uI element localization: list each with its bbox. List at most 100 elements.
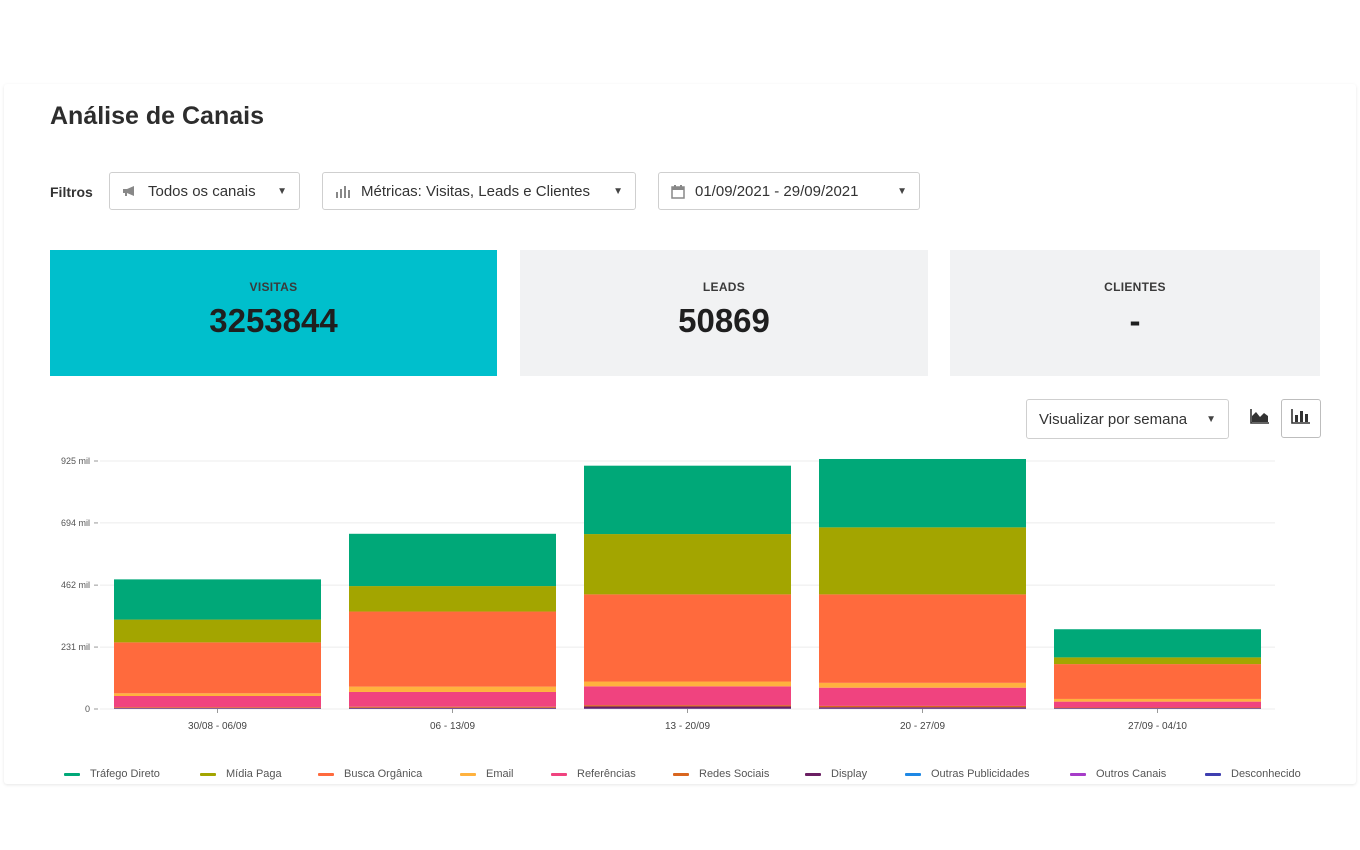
visits-card-label: VISITAS <box>249 280 298 294</box>
bar-segment <box>819 527 1026 595</box>
y-tick-label: 694 mil <box>61 518 90 528</box>
x-tick-label: 27/09 - 04/10 <box>1128 721 1187 732</box>
clients-card[interactable]: CLIENTES - <box>950 250 1320 376</box>
metrics-filter-dropdown[interactable]: Métricas: Visitas, Leads e Clientes ▼ <box>322 172 636 210</box>
bar-segment <box>349 706 556 708</box>
y-tick-label: 462 mil <box>61 580 90 590</box>
bar-segment <box>1054 629 1261 658</box>
legend-item[interactable]: Referências <box>551 764 673 784</box>
clients-card-value: - <box>1129 302 1141 339</box>
legend-swatch <box>551 772 567 776</box>
bar-segment <box>114 708 321 709</box>
bar-segment <box>114 642 321 694</box>
legend-label: Redes Sociais <box>699 768 770 780</box>
chevron-down-icon: ▼ <box>277 185 287 197</box>
legend-label: Email <box>486 768 514 780</box>
megaphone-icon <box>122 185 138 197</box>
bar-segment <box>1054 698 1261 702</box>
legend-swatch <box>805 772 821 776</box>
chevron-down-icon: ▼ <box>897 185 907 197</box>
bar-segment <box>114 619 321 643</box>
area-chart-toggle[interactable] <box>1240 399 1280 438</box>
legend-swatch <box>905 772 921 776</box>
legend-item[interactable]: Tráfego Direto <box>64 764 200 784</box>
legend-item[interactable]: Redes Sociais <box>673 764 805 784</box>
x-tick-label: 06 - 13/09 <box>430 721 475 732</box>
legend-swatch <box>1070 772 1086 776</box>
area-chart-icon <box>1250 408 1270 429</box>
bar-segment <box>349 707 556 709</box>
y-tick-label: 231 mil <box>61 642 90 652</box>
clients-card-label: CLIENTES <box>1104 280 1166 294</box>
x-tick-label: 30/08 - 06/09 <box>188 721 247 732</box>
bar-segment <box>819 594 1026 683</box>
y-tick-label: 0 <box>85 704 90 714</box>
bar-segment <box>349 611 556 687</box>
legend-label: Outras Publicidades <box>931 768 1030 780</box>
bar-segment <box>584 705 791 707</box>
x-tick-label: 20 - 27/09 <box>900 721 945 732</box>
bar-segment <box>819 705 1026 708</box>
bar-segment <box>584 681 791 687</box>
x-tick-label: 13 - 20/09 <box>665 721 710 732</box>
bar-segment <box>349 586 556 612</box>
legend-label: Desconhecido <box>1231 768 1301 780</box>
legend-label: Referências <box>577 768 636 780</box>
bar-segment <box>584 706 791 709</box>
legend-item[interactable]: Mídia Paga <box>200 764 318 784</box>
bar-segment <box>1054 657 1261 665</box>
channels-filter-dropdown[interactable]: Todos os canais ▼ <box>109 172 300 210</box>
legend-label: Display <box>831 768 868 780</box>
bar-segment <box>1054 708 1261 709</box>
bar-segment <box>1054 707 1261 709</box>
legend-swatch <box>64 772 80 776</box>
chevron-down-icon: ▼ <box>1206 413 1216 425</box>
bar-segment <box>114 695 321 708</box>
bar-chart-icon <box>335 184 351 198</box>
date-range-dropdown[interactable]: 01/09/2021 - 29/09/2021 ▼ <box>658 172 920 210</box>
legend-label: Busca Orgânica <box>344 768 423 780</box>
leads-card-label: LEADS <box>702 280 746 294</box>
bar-chart-icon <box>1291 408 1311 429</box>
period-view-dropdown[interactable]: Visualizar por semana ▼ <box>1026 399 1229 439</box>
bar-segment <box>819 458 1026 528</box>
leads-card[interactable]: LEADS 50869 <box>520 250 928 376</box>
bar-segment <box>349 686 556 692</box>
metrics-filter-value: Métricas: Visitas, Leads e Clientes <box>361 182 590 200</box>
legend-item[interactable]: Desconhecido <box>1205 764 1315 784</box>
legend-label: Mídia Paga <box>226 768 282 780</box>
bar-segment <box>349 691 556 707</box>
chart-legend: Tráfego Direto Mídia Paga Busca Orgânica Em… <box>64 764 1324 784</box>
bar-segment <box>584 534 791 595</box>
visits-card[interactable]: VISITAS 3253844 <box>50 250 497 376</box>
legend-item[interactable]: Display <box>805 764 905 784</box>
bar-segment <box>1054 701 1261 708</box>
legend-item[interactable]: Email <box>460 764 551 784</box>
calendar-icon <box>671 184 685 199</box>
bar-chart-toggle[interactable] <box>1281 399 1321 438</box>
visits-card-value: 3253844 <box>209 302 338 339</box>
bar-segment <box>114 707 321 709</box>
legend-item[interactable]: Outros Canais <box>1070 764 1205 784</box>
date-range-value: 01/09/2021 - 29/09/2021 <box>695 182 859 200</box>
legend-item[interactable]: Busca Orgânica <box>318 764 460 784</box>
bar-segment <box>1054 664 1261 699</box>
filters-label: Filtros <box>50 184 93 200</box>
period-view-value: Visualizar por semana <box>1039 410 1188 428</box>
legend-label: Tráfego Direto <box>90 768 160 780</box>
bar-segment <box>819 682 1026 688</box>
channels-stacked-bar-chart: 0 231 mil 462 mil 694 mil 925 mil 30/08 - 06/… <box>61 456 1275 732</box>
legend-swatch <box>673 772 689 776</box>
chevron-down-icon: ▼ <box>613 185 623 197</box>
bar-segment <box>114 579 321 620</box>
legend-swatch <box>1205 772 1221 776</box>
bar-segment <box>114 693 321 696</box>
legend-label: Outros Canais <box>1096 768 1167 780</box>
bar-segment <box>584 594 791 682</box>
page-title: Análise de Canais <box>50 102 264 130</box>
bar-segment <box>819 687 1026 706</box>
legend-item[interactable]: Outras Publicidades <box>905 764 1070 784</box>
legend-swatch <box>318 772 334 776</box>
leads-card-value: 50869 <box>678 302 770 339</box>
bar-segment <box>584 465 791 535</box>
